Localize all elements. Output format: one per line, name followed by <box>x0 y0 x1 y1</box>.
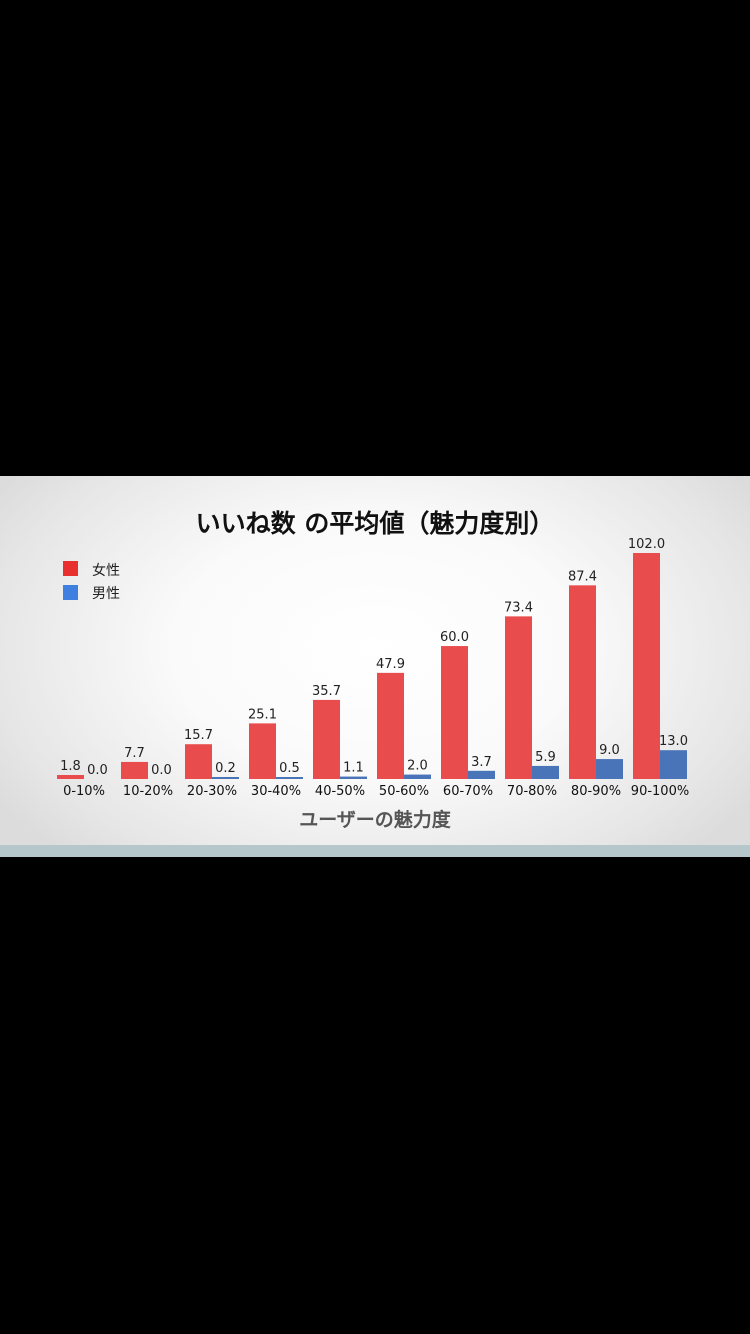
legend-swatch-male <box>63 585 78 600</box>
bar-male-6 <box>468 770 495 779</box>
bar-male-4 <box>340 776 367 779</box>
legend-label-male: 男性 <box>92 586 120 602</box>
value-label-female-7: 73.4 <box>504 600 533 615</box>
bar-female-4 <box>313 699 340 779</box>
value-label-female-2: 15.7 <box>184 728 213 743</box>
value-label-male-1: 0.0 <box>151 763 172 778</box>
value-label-female-6: 60.0 <box>440 630 469 645</box>
value-label-female-8: 87.4 <box>568 569 597 584</box>
bar-male-5 <box>404 774 431 779</box>
value-label-female-9: 102.0 <box>628 537 665 552</box>
x-tick-label-9: 90-100% <box>631 784 689 799</box>
bar-female-9 <box>633 553 660 779</box>
chart-panel <box>0 476 750 857</box>
bar-female-2 <box>185 744 212 779</box>
bar-female-5 <box>377 672 404 779</box>
x-tick-label-4: 40-50% <box>315 784 365 799</box>
value-label-male-3: 0.5 <box>279 761 300 776</box>
chart: いいね数 の平均値（魅力度別） ユーザーの魅力度 女性 男性 1.8 0.0 0-1… <box>57 509 689 831</box>
value-label-male-8: 9.0 <box>599 743 620 758</box>
bars: 1.8 0.0 0-10% 7.7 0.0 10-20% 15.7 0.2 20-30% 25.1… <box>57 537 689 799</box>
value-label-male-4: 1.1 <box>343 761 364 776</box>
x-tick-label-2: 20-30% <box>187 784 237 799</box>
x-tick-label-5: 50-60% <box>379 784 429 799</box>
bar-female-6 <box>441 646 468 779</box>
value-label-female-0: 1.8 <box>60 759 81 774</box>
x-tick-label-6: 60-70% <box>443 784 493 799</box>
value-label-female-4: 35.7 <box>312 684 341 699</box>
value-label-male-7: 5.9 <box>535 750 556 765</box>
bar-male-7 <box>532 765 559 779</box>
bar-male-2 <box>212 777 239 779</box>
value-label-female-1: 7.7 <box>124 746 145 761</box>
x-tick-label-8: 80-90% <box>571 784 621 799</box>
value-label-male-9: 13.0 <box>659 734 688 749</box>
legend: 女性 男性 <box>63 561 120 602</box>
bar-female-0 <box>57 775 84 779</box>
value-label-male-0: 0.0 <box>87 763 108 778</box>
chart-title: いいね数 の平均値（魅力度別） <box>196 509 555 538</box>
legend-swatch-female <box>63 561 78 576</box>
x-tick-label-0: 0-10% <box>63 784 105 799</box>
bar-male-9 <box>660 750 687 779</box>
bar-male-3 <box>276 777 303 779</box>
value-label-male-2: 0.2 <box>215 761 236 776</box>
x-tick-label-3: 30-40% <box>251 784 301 799</box>
bar-female-1 <box>121 761 148 779</box>
legend-label-female: 女性 <box>92 562 120 579</box>
value-label-female-3: 25.1 <box>248 707 277 722</box>
value-label-female-5: 47.9 <box>376 657 405 672</box>
x-axis-title: ユーザーの魅力度 <box>299 808 452 831</box>
bar-male-8 <box>596 759 623 779</box>
x-tick-label-7: 70-80% <box>507 784 557 799</box>
bar-female-8 <box>569 585 596 779</box>
x-tick-label-1: 10-20% <box>123 784 173 799</box>
bottom-strip <box>0 845 750 857</box>
value-label-male-6: 3.7 <box>471 755 492 770</box>
value-label-male-5: 2.0 <box>407 759 428 774</box>
bar-female-7 <box>505 616 532 779</box>
bar-female-3 <box>249 723 276 779</box>
